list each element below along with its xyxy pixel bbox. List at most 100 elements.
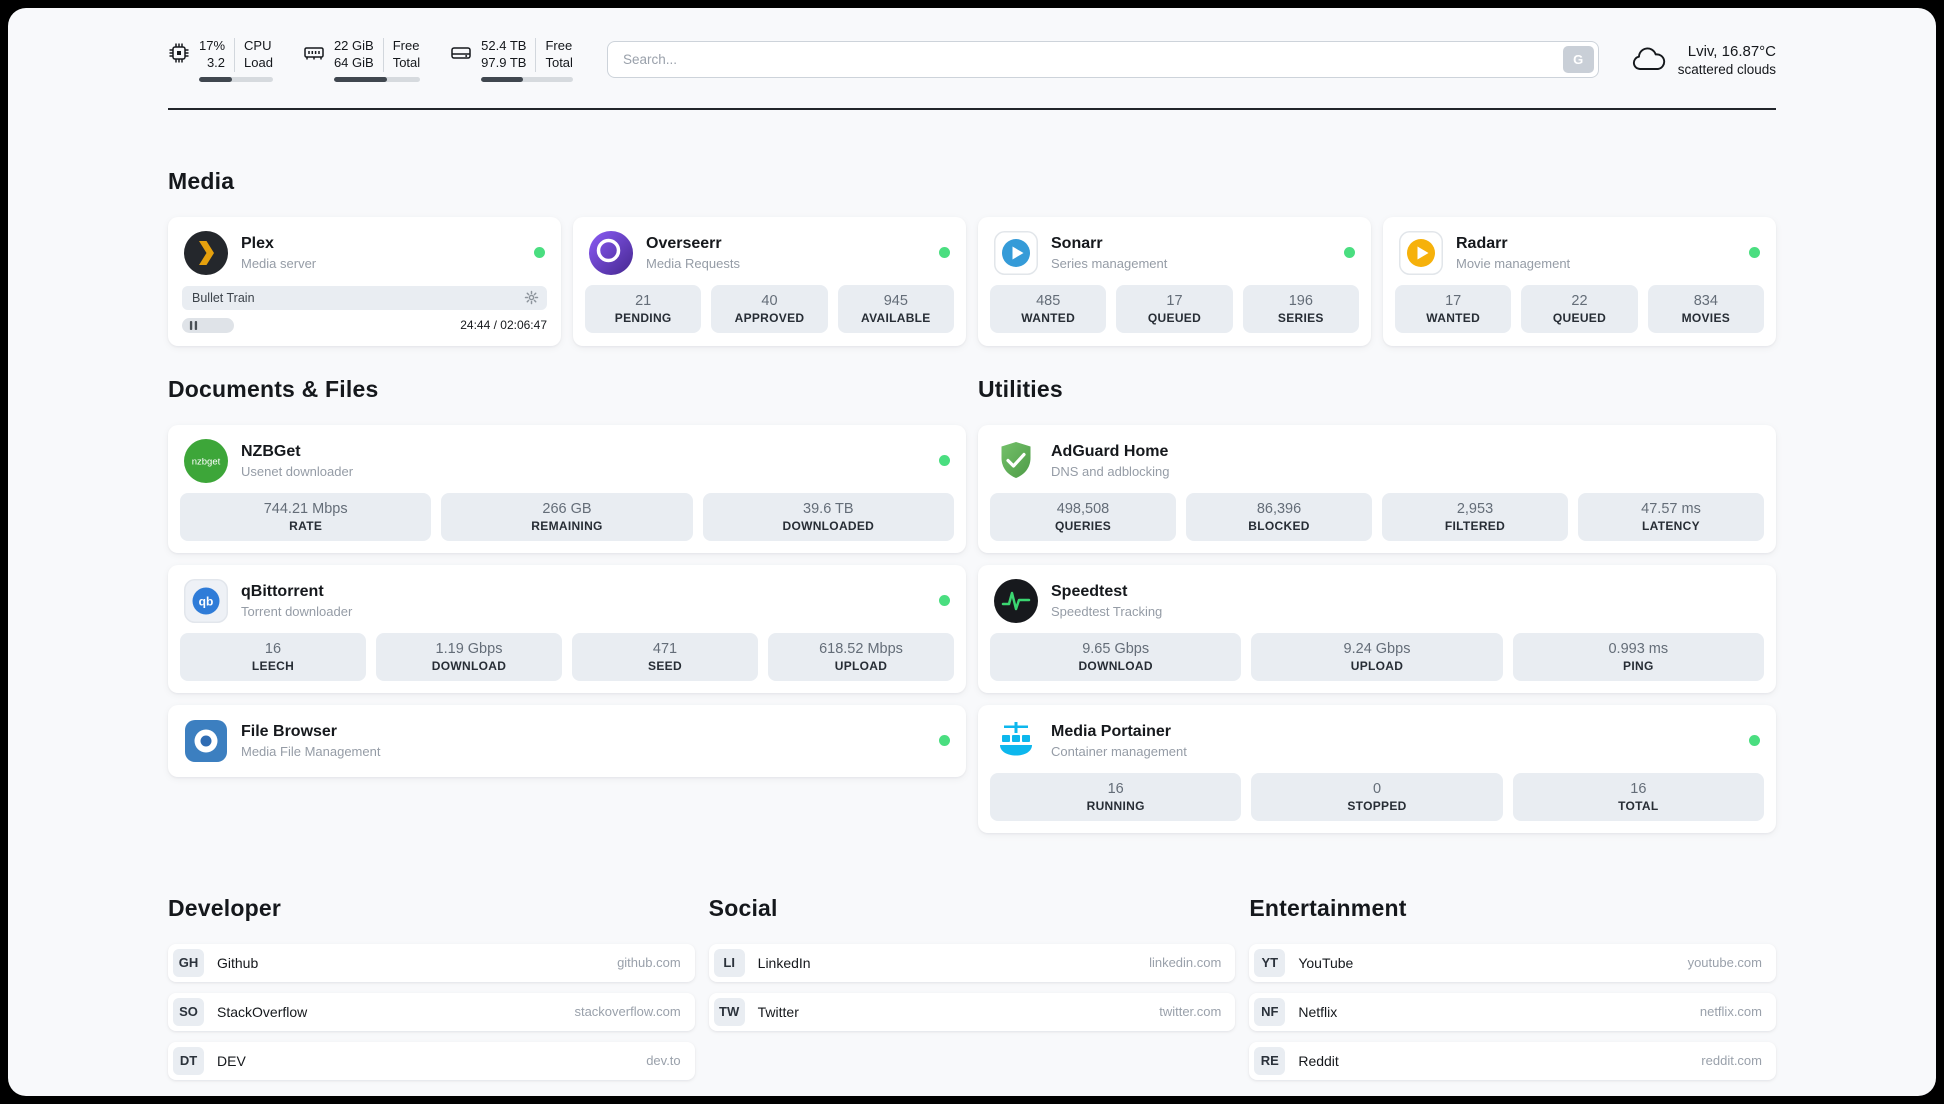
search-engine-button[interactable]: G — [1562, 46, 1594, 74]
link-row-stackoverflow[interactable]: SO StackOverflow stackoverflow.com — [168, 992, 695, 1031]
app-desc: Container management — [1051, 743, 1187, 759]
status-dot — [1749, 247, 1760, 259]
stat-value: 17 — [1445, 292, 1462, 309]
utilities-section-title: Utilities — [978, 375, 1063, 402]
stat-value: 16 — [1107, 780, 1124, 797]
link-url: reddit.com — [1701, 1053, 1762, 1069]
gear-icon[interactable] — [524, 290, 539, 305]
nzbget-card[interactable]: nzbget NZBGet Usenet downloader 74 — [168, 424, 966, 553]
now-playing-title: Bullet Train — [192, 290, 255, 305]
stat-pending: 21 PENDING — [585, 284, 702, 333]
app-name: NZBGet — [241, 442, 301, 460]
link-row-github[interactable]: GH Github github.com — [168, 943, 695, 982]
linkedin-icon: LI — [713, 948, 745, 977]
adguard-card[interactable]: AdGuard Home DNS and adblocking 498,508 … — [978, 424, 1776, 553]
nzbget-icon: nzbget — [184, 438, 228, 483]
plex-card[interactable]: Plex Media server Bullet Train — [168, 216, 561, 346]
search-input[interactable] — [606, 41, 1599, 79]
adguard-icon — [994, 439, 1038, 483]
stat-approved: 40 APPROVED — [711, 284, 828, 333]
ram-progress-bar — [333, 76, 421, 82]
link-row-linkedin[interactable]: LI LinkedIn linkedin.com — [708, 943, 1236, 982]
stat-rate: 744.21 Mbps RATE — [180, 492, 432, 541]
twitter-icon: TW — [713, 997, 745, 1026]
link-name: Reddit — [1298, 1052, 1339, 1069]
stat-label: UPLOAD — [1350, 658, 1404, 673]
stat-label: APPROVED — [734, 310, 805, 325]
stat-value: 0.993 ms — [1608, 640, 1669, 657]
cloud-icon — [1629, 45, 1667, 74]
utilities-section: Utilities — [978, 376, 1776, 833]
app-desc: Speedtest Tracking — [1051, 603, 1163, 619]
link-row-twitter[interactable]: TW Twitter twitter.com — [708, 992, 1236, 1031]
app-desc: Movie management — [1456, 255, 1571, 271]
stat-value: 16 — [264, 640, 282, 657]
speedtest-card[interactable]: Speedtest Speedtest Tracking 9.65 Gbps D… — [978, 564, 1776, 693]
svg-text:qb: qb — [199, 594, 214, 608]
now-playing-row: Bullet Train — [182, 285, 547, 310]
portainer-card[interactable]: Media Portainer Container management 16 … — [978, 704, 1776, 833]
media-section: Media Plex Media server — [168, 168, 1776, 346]
filebrowser-card[interactable]: File Browser Media File Management — [168, 704, 966, 777]
qbittorrent-card[interactable]: qb qBittorrent Torrent downloader — [168, 564, 966, 693]
link-name: LinkedIn — [757, 954, 811, 971]
stat-label: DOWNLOADED — [782, 518, 875, 533]
weather-widget[interactable]: Lviv, 16.87°C scattered clouds — [1629, 43, 1776, 77]
link-url: linkedin.com — [1149, 955, 1222, 971]
link-url: twitter.com — [1159, 1004, 1222, 1020]
stat-label: MOVIES — [1681, 310, 1731, 325]
status-dot — [1344, 247, 1355, 259]
overseerr-card[interactable]: Overseerr Media Requests 21 PENDING 40 A… — [573, 216, 966, 346]
stat-download: 1.19 Gbps DOWNLOAD — [376, 632, 562, 681]
stat-queued: 17 QUEUED — [1116, 284, 1233, 333]
social-section-title: Social — [708, 894, 778, 921]
sonarr-card[interactable]: Sonarr Series management 485 WANTED 17 Q… — [978, 216, 1371, 346]
cpu-icon — [168, 42, 190, 64]
overseerr-icon — [589, 230, 633, 275]
svg-text:nzbget: nzbget — [192, 456, 221, 467]
stat-value: 618.52 Mbps — [819, 640, 903, 657]
stat-value: 1.19 Gbps — [435, 640, 503, 657]
link-name: Netflix — [1298, 1003, 1338, 1020]
entertainment-section-title: Entertainment — [1249, 894, 1407, 921]
ram-icon — [303, 42, 325, 64]
stat-value: 22 — [1571, 292, 1588, 309]
cpu-label: CPU — [244, 38, 272, 53]
dashboard-page: 17% 3.2 CPU Load — [8, 8, 1936, 1096]
disk-free-value: 52.4 TB — [481, 38, 527, 53]
link-name: Github — [217, 954, 259, 971]
dev-icon: DT — [173, 1046, 204, 1075]
stat-wanted: 17 WANTED — [1395, 284, 1512, 333]
radarr-icon — [1399, 230, 1443, 275]
pause-icon[interactable] — [189, 320, 198, 331]
stat-label: WANTED — [1021, 310, 1076, 325]
ram-free-label: Free — [392, 38, 420, 53]
ram-widget: 22 GiB 64 GiB Free Total — [303, 38, 421, 82]
stat-value: 196 — [1288, 292, 1313, 309]
link-url: stackoverflow.com — [574, 1004, 681, 1020]
stat-value: 16 — [1630, 780, 1647, 797]
stat-value: 21 — [635, 292, 652, 309]
stat-value: 9.24 Gbps — [1343, 640, 1411, 657]
link-name: DEV — [217, 1052, 246, 1069]
link-row-reddit[interactable]: RE Reddit reddit.com — [1249, 1041, 1776, 1080]
stat-label: RATE — [289, 518, 323, 533]
stat-latency: 47.57 ms LATENCY — [1578, 492, 1764, 541]
stat-label: DOWNLOAD — [1078, 658, 1153, 673]
netflix-icon: NF — [1254, 997, 1286, 1026]
system-stats-group: 17% 3.2 CPU Load — [168, 38, 573, 82]
link-row-dev[interactable]: DT DEV dev.to — [168, 1041, 695, 1080]
playback-progress-bar[interactable] — [182, 317, 448, 333]
stat-label: UPLOAD — [834, 658, 888, 673]
radarr-card[interactable]: Radarr Movie management 17 WANTED 22 QUE… — [1383, 216, 1776, 346]
stat-wanted: 485 WANTED — [990, 284, 1107, 333]
status-dot — [1749, 735, 1760, 747]
link-url: github.com — [617, 955, 681, 971]
disk-free-label: Free — [545, 38, 573, 53]
link-row-netflix[interactable]: NF Netflix netflix.com — [1249, 992, 1776, 1031]
app-name: Plex — [241, 234, 274, 252]
link-row-youtube[interactable]: YT YouTube youtube.com — [1249, 943, 1776, 982]
stat-label: SERIES — [1277, 310, 1324, 325]
disk-progress-bar — [481, 76, 573, 82]
app-name: Overseerr — [646, 234, 722, 252]
